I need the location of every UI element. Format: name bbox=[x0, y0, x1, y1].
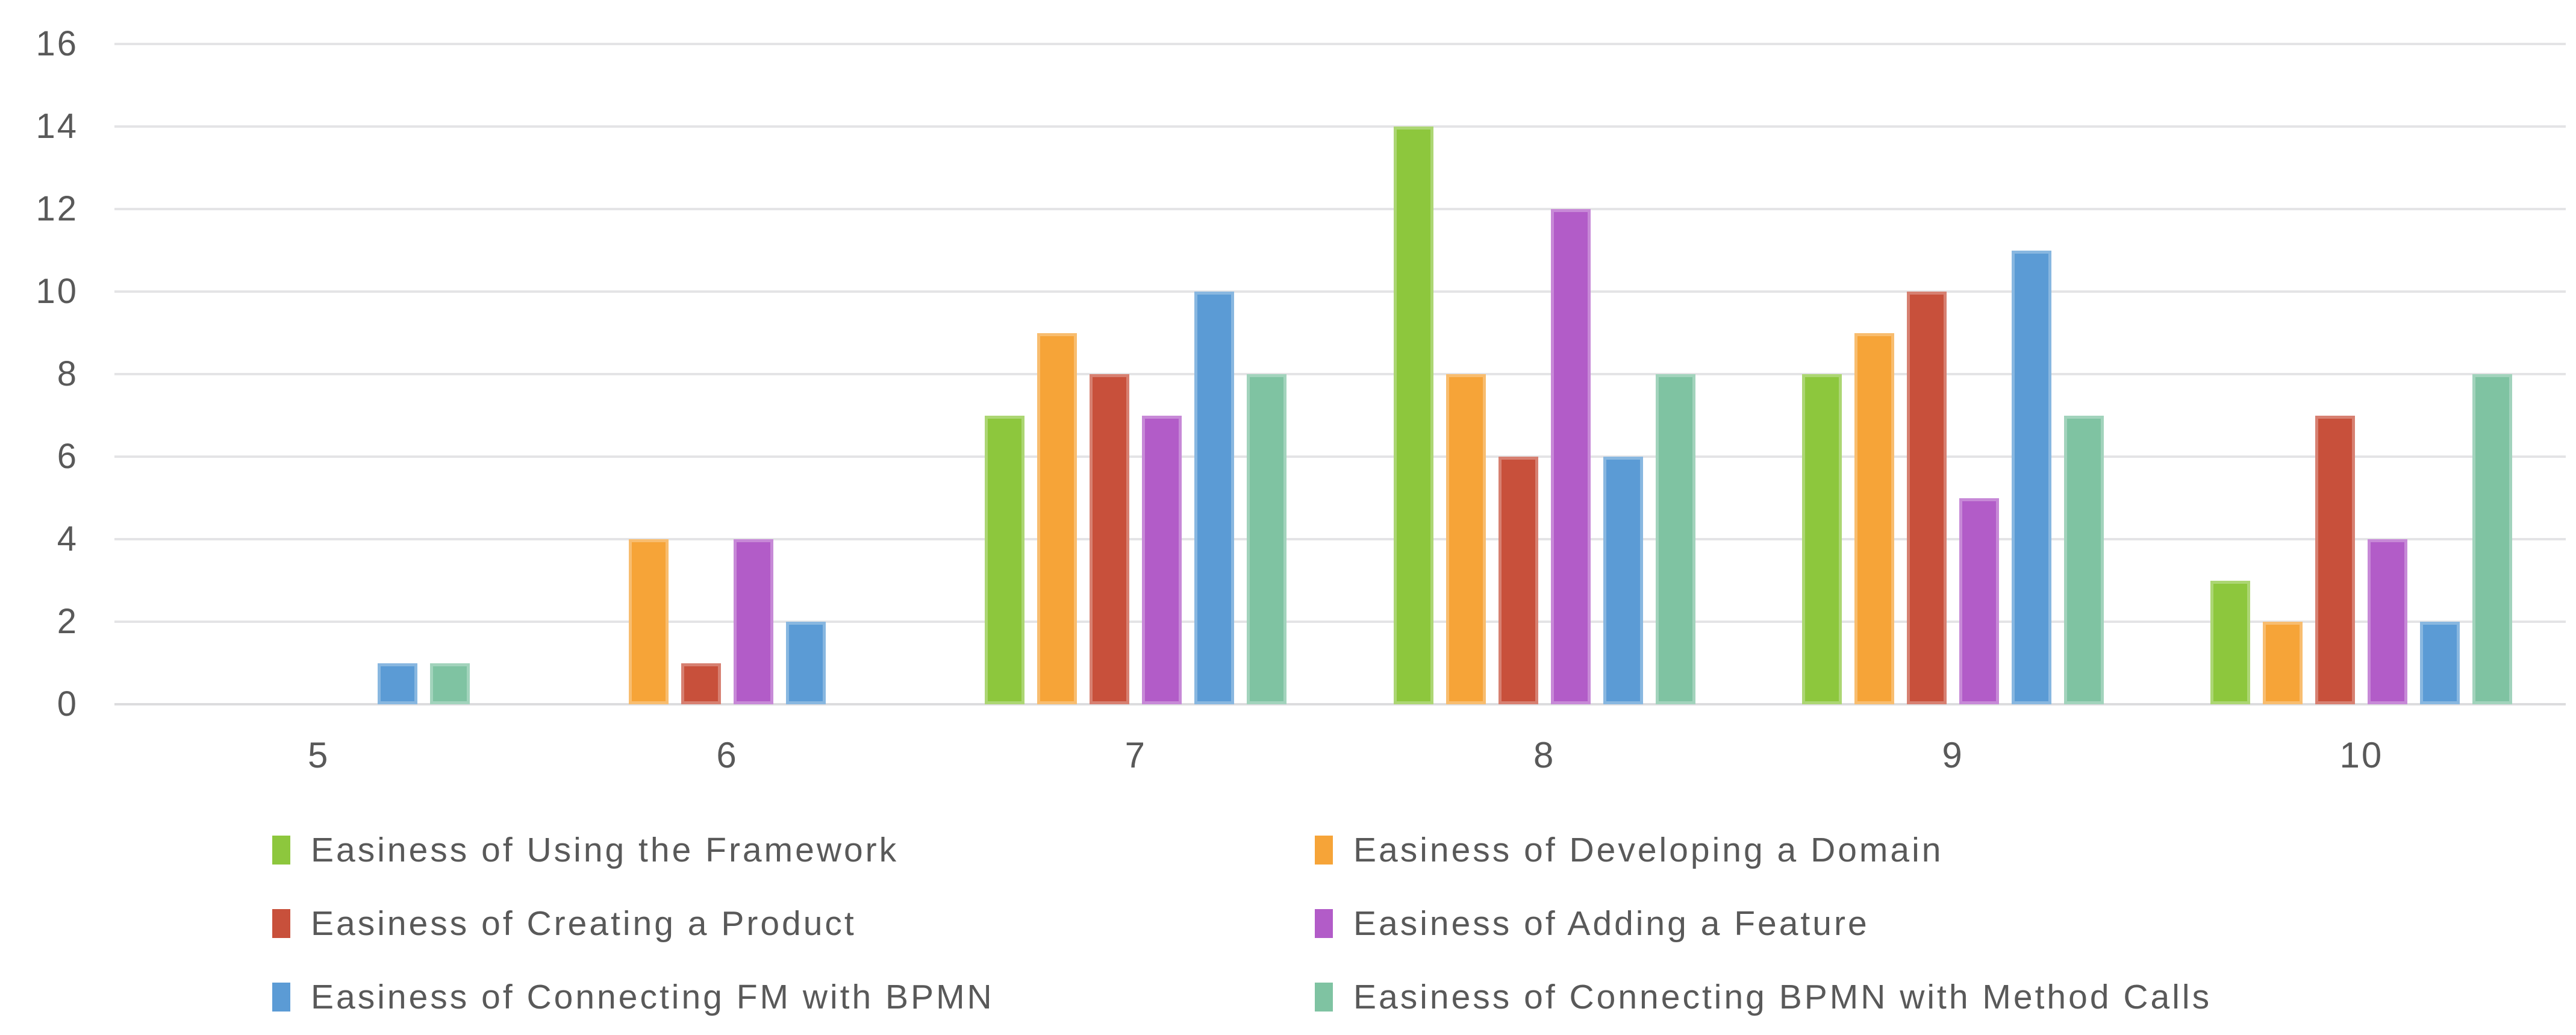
bar-series2-x6 bbox=[629, 539, 669, 704]
legend-item: Easiness of Using the Framework bbox=[272, 822, 899, 878]
legend-label: Easiness of Connecting FM with BPMN bbox=[311, 978, 994, 1016]
gridline bbox=[114, 455, 2566, 458]
legend-color-swatch-icon bbox=[272, 836, 290, 865]
bar-series3-x9 bbox=[1907, 292, 1947, 704]
legend-item: Easiness of Connecting FM with BPMN bbox=[272, 969, 994, 1025]
bar-series3-x7 bbox=[1090, 374, 1130, 704]
x-axis-line bbox=[114, 703, 2566, 705]
legend-color-swatch-icon bbox=[1315, 836, 1333, 865]
legend-item: Easiness of Developing a Domain bbox=[1315, 822, 1943, 878]
legend-color-swatch-icon bbox=[1315, 909, 1333, 938]
bar-series3-x8 bbox=[1498, 457, 1538, 704]
bar-series4-x8 bbox=[1550, 209, 1591, 704]
gridline bbox=[114, 538, 2566, 540]
y-axis-tick-label: 0 bbox=[57, 684, 78, 724]
bar-series3-x6 bbox=[681, 663, 721, 704]
bar-series5-x8 bbox=[1603, 457, 1643, 704]
y-axis-tick-label: 8 bbox=[57, 354, 78, 393]
bar-series5-x6 bbox=[786, 622, 826, 704]
legend-color-swatch-icon bbox=[1315, 983, 1333, 1012]
y-axis-tick-label: 16 bbox=[36, 24, 78, 63]
legend-label: Easiness of Developing a Domain bbox=[1353, 831, 1944, 869]
bar-series4-x9 bbox=[1959, 498, 1999, 704]
bar-series4-x10 bbox=[2368, 539, 2408, 704]
bar-series1-x8 bbox=[1393, 127, 1433, 704]
x-axis-tick-label: 6 bbox=[716, 735, 738, 775]
gridline bbox=[114, 373, 2566, 375]
y-axis-tick-label: 2 bbox=[57, 602, 78, 641]
legend-color-swatch-icon bbox=[272, 983, 290, 1012]
legend-item: Easiness of Creating a Product bbox=[272, 895, 856, 952]
bar-series6-x9 bbox=[2064, 415, 2104, 704]
legend-label: Easiness of Connecting BPMN with Method … bbox=[1353, 978, 2212, 1016]
x-axis-tick-label: 7 bbox=[1124, 735, 1147, 775]
bar-series5-x5 bbox=[377, 663, 417, 704]
gridline bbox=[114, 290, 2566, 293]
bar-series6-x7 bbox=[1247, 374, 1287, 704]
gridline bbox=[114, 43, 2566, 45]
legend-label: Easiness of Adding a Feature bbox=[1353, 904, 1870, 943]
y-axis-tick-label: 12 bbox=[36, 189, 78, 228]
legend: Easiness of Using the Framework Easiness … bbox=[0, 817, 2576, 1035]
bar-series6-x8 bbox=[1655, 374, 1695, 704]
legend-item: Easiness of Adding a Feature bbox=[1315, 895, 1870, 952]
y-axis-tick-label: 6 bbox=[57, 437, 78, 476]
x-axis-tick-label: 8 bbox=[1533, 735, 1556, 775]
bar-series5-x10 bbox=[2420, 622, 2460, 704]
gridline bbox=[114, 125, 2566, 128]
y-axis-tick-label: 10 bbox=[36, 272, 78, 311]
gridline bbox=[114, 208, 2566, 210]
bar-series1-x7 bbox=[985, 415, 1025, 704]
bar-series6-x5 bbox=[429, 663, 470, 704]
bar-series2-x9 bbox=[1854, 333, 1894, 704]
legend-item: Easiness of Connecting BPMN with Method … bbox=[1315, 969, 2212, 1025]
legend-label: Easiness of Creating a Product bbox=[311, 904, 856, 943]
bar-series4-x6 bbox=[734, 539, 773, 704]
bar-series1-x9 bbox=[1802, 374, 1842, 704]
x-axis-tick-label: 9 bbox=[1942, 735, 1964, 775]
bar-series5-x9 bbox=[2012, 250, 2051, 704]
y-axis-tick-label: 4 bbox=[57, 519, 78, 558]
bar-series3-x10 bbox=[2315, 415, 2356, 704]
bar-series2-x7 bbox=[1037, 333, 1077, 704]
bar-series1-x10 bbox=[2210, 580, 2251, 704]
legend-label: Easiness of Using the Framework bbox=[311, 831, 899, 869]
bar-series6-x10 bbox=[2472, 374, 2513, 704]
x-axis-tick-label: 10 bbox=[2339, 735, 2384, 775]
legend-color-swatch-icon bbox=[272, 909, 290, 938]
bar-series2-x10 bbox=[2263, 622, 2303, 704]
bar-series2-x8 bbox=[1445, 374, 1486, 704]
x-axis-tick-label: 5 bbox=[307, 735, 330, 775]
bar-series4-x7 bbox=[1142, 415, 1182, 704]
bar-series5-x7 bbox=[1194, 292, 1235, 704]
gridline bbox=[114, 621, 2566, 623]
y-axis-tick-label: 14 bbox=[36, 107, 78, 146]
